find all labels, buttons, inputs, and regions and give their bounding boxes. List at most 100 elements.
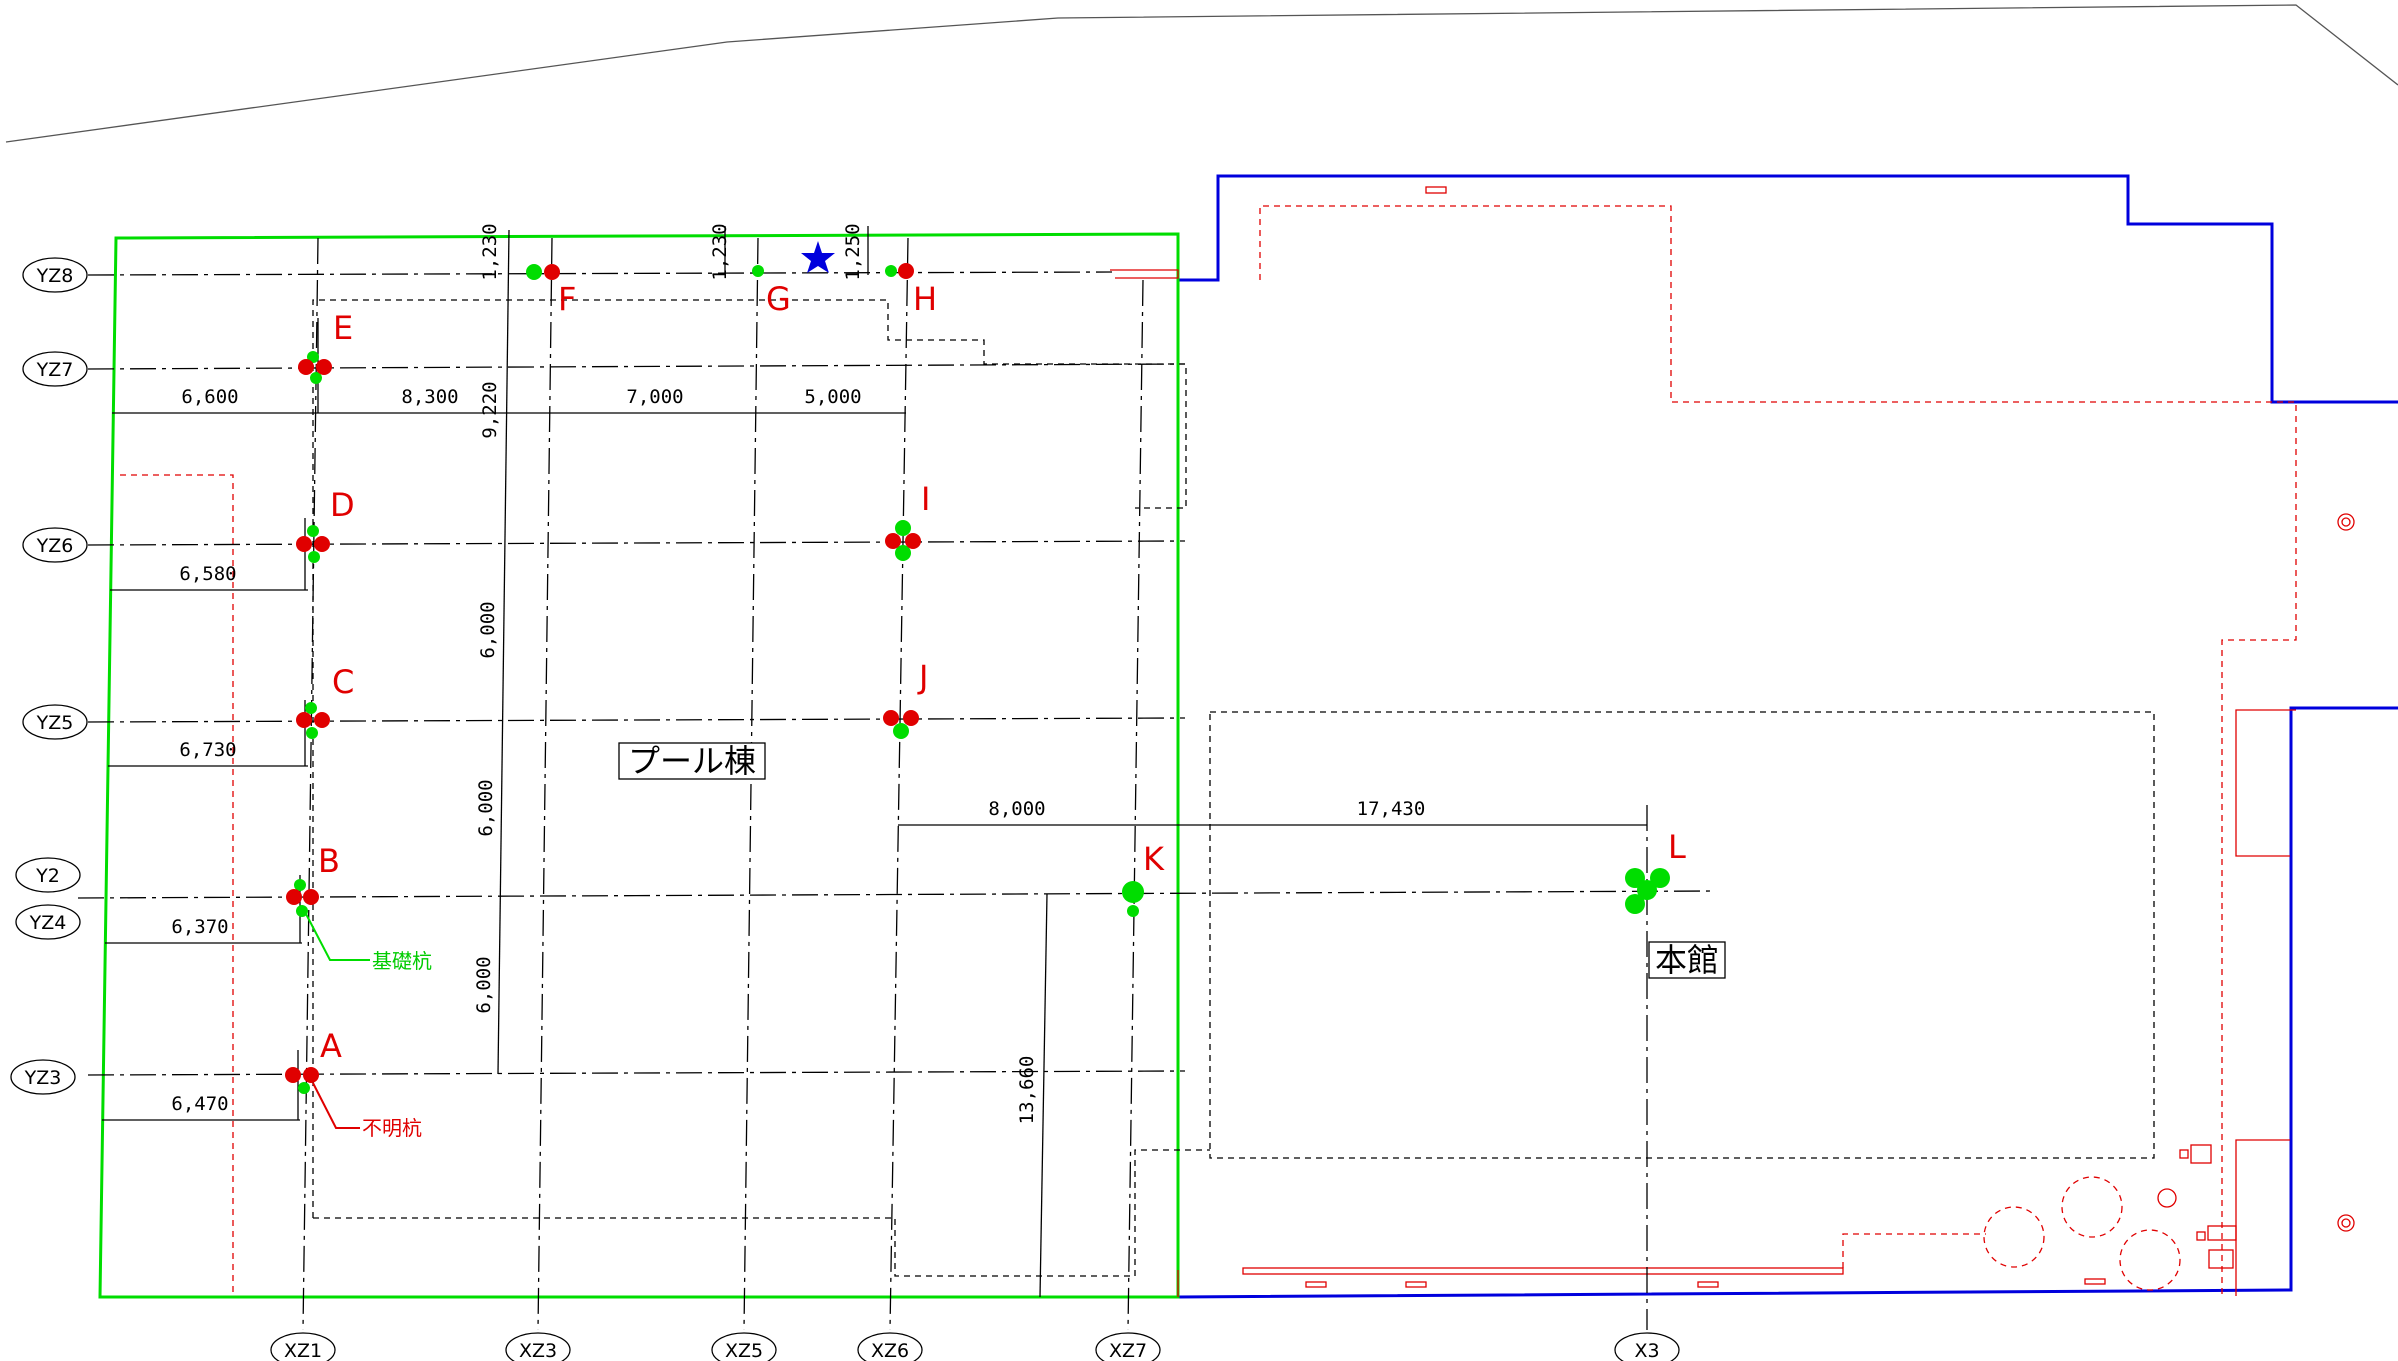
dim-yz7-1: 6,600 [181,386,238,408]
axis-label-yz3: YZ3 [24,1067,62,1089]
axis-bubble-x3 [1614,1332,1680,1361]
axis-bubble-xz3 [505,1332,571,1361]
foundation-pile [306,727,318,739]
red-small-4 [2084,1278,2106,1285]
red-strip [1242,1267,1844,1275]
foundation-pile [526,264,542,280]
red-box-3 [2208,1249,2234,1269]
unknown-pile [905,533,921,549]
tree-2 [2061,1176,2123,1238]
y-axis-bubbles: YZ8 YZ7 YZ6 YZ5 Y2 YZ4 YZ3 [10,257,88,1095]
dim-top-2: 1,230 [709,223,731,280]
unknown-pile [303,1067,319,1083]
manhole-1-inner [2341,517,2351,527]
manhole-1 [2337,513,2355,531]
red-small-2 [1405,1281,1427,1288]
existing-structure-outline [1259,205,2297,1296]
pile-labels: A B C D E F G H I J K L [318,280,1686,1065]
manhole-2-inner [2341,1218,2351,1228]
pool-building-outline-bottom [313,1149,1210,1277]
foundation-pile [893,723,909,739]
axis-bubble-yz6 [22,527,88,563]
red-wall [2235,709,2296,857]
foundation-pile [305,702,317,714]
tree-3 [2119,1229,2181,1291]
axis-bubble-yz7 [22,351,88,387]
dim-k-1: 8,000 [988,798,1045,820]
dim-top-1: 1,230 [479,223,501,280]
unknown-pile [285,1067,301,1083]
red-small-1 [1305,1281,1327,1288]
pile-label-c: C [332,663,354,701]
axis-label-yz7: YZ7 [36,359,74,381]
dim-yz5: 6,730 [179,739,236,761]
foundation-pile [895,545,911,561]
piles [285,263,1670,1094]
unknown-pile [316,359,332,375]
x-axis-bubbles: XZ1 XZ3 XZ5 XZ6 XZ7 X3 [270,1332,1680,1361]
foundation-pile [1650,868,1670,888]
unknown-pile [296,536,312,552]
property-line [5,4,2398,143]
axis-bubble-yz3 [10,1059,76,1095]
foundation-pile [308,551,320,563]
dim-vert-1: 9,220 [479,381,501,438]
axis-label-xz1: XZ1 [284,1340,322,1361]
tree-4 [2157,1188,2177,1208]
unknown-pile [544,264,560,280]
unknown-pile [298,359,314,375]
main-building-boundary [1176,174,2398,404]
dim-top-3: 1,250 [842,223,864,280]
axis-bubble-yz8 [22,257,88,293]
unknown-pile [314,536,330,552]
main-label-box [1648,941,1726,979]
axis-bubble-xz6 [857,1332,923,1361]
tree-1 [1983,1206,2045,1268]
axis-bubble-xz5 [711,1332,777,1361]
foundation-pile [895,520,911,536]
foundation-pile [307,351,319,363]
pool-building-outline [312,299,1187,1218]
foundation-pile-note: 基礎杭 [372,949,432,973]
unknown-pile [296,712,312,728]
axis-label-yz5: YZ5 [36,712,74,734]
pool-label-box [618,742,766,780]
foundation-pile [885,265,897,277]
axis-label-y2: Y2 [35,865,60,887]
pile-label-j: J [917,658,928,696]
unknown-pile [314,712,330,728]
star-marker-icon [801,241,835,273]
axis-label-xz6: XZ6 [871,1340,909,1361]
axis-bubble-xz1 [270,1332,336,1361]
axis-bubble-xz7 [1095,1332,1161,1361]
axis-label-yz4: YZ4 [29,912,67,934]
pile-label-g: G [766,280,791,318]
foundation-pile [752,265,764,277]
y-axis-lines [77,271,1716,1076]
unknown-pile [903,710,919,726]
dim-yz7-3: 7,000 [626,386,683,408]
foundation-pile [294,879,306,891]
foundation-pile [1625,894,1645,914]
dimension-texts: 6,600 8,300 7,000 5,000 6,580 6,730 6,37… [171,223,1425,1124]
existing-structure-outline-left [120,474,234,1296]
pile-label-l: L [1668,828,1686,866]
main-building-boundary-lower [1177,706,2398,1299]
red-wall-lower [2235,1139,2290,1296]
foundation-pile [310,372,322,384]
pile-label-e: E [333,309,353,347]
axis-bubble-y2 [15,857,81,893]
unknown-pile [286,889,302,905]
unknown-pile [303,889,319,905]
pile-label-a: A [320,1027,342,1065]
pool-building-label: プール棟 [628,742,756,780]
dim-yz4: 6,370 [171,916,228,938]
foundation-pile-leader [304,911,370,961]
axis-bubble-yz4 [15,904,81,940]
foundation-pile [307,525,319,537]
dim-yz3: 6,470 [171,1093,228,1115]
unknown-pile [885,533,901,549]
manhole-2 [2337,1214,2355,1232]
small-red-box [1425,186,1447,194]
